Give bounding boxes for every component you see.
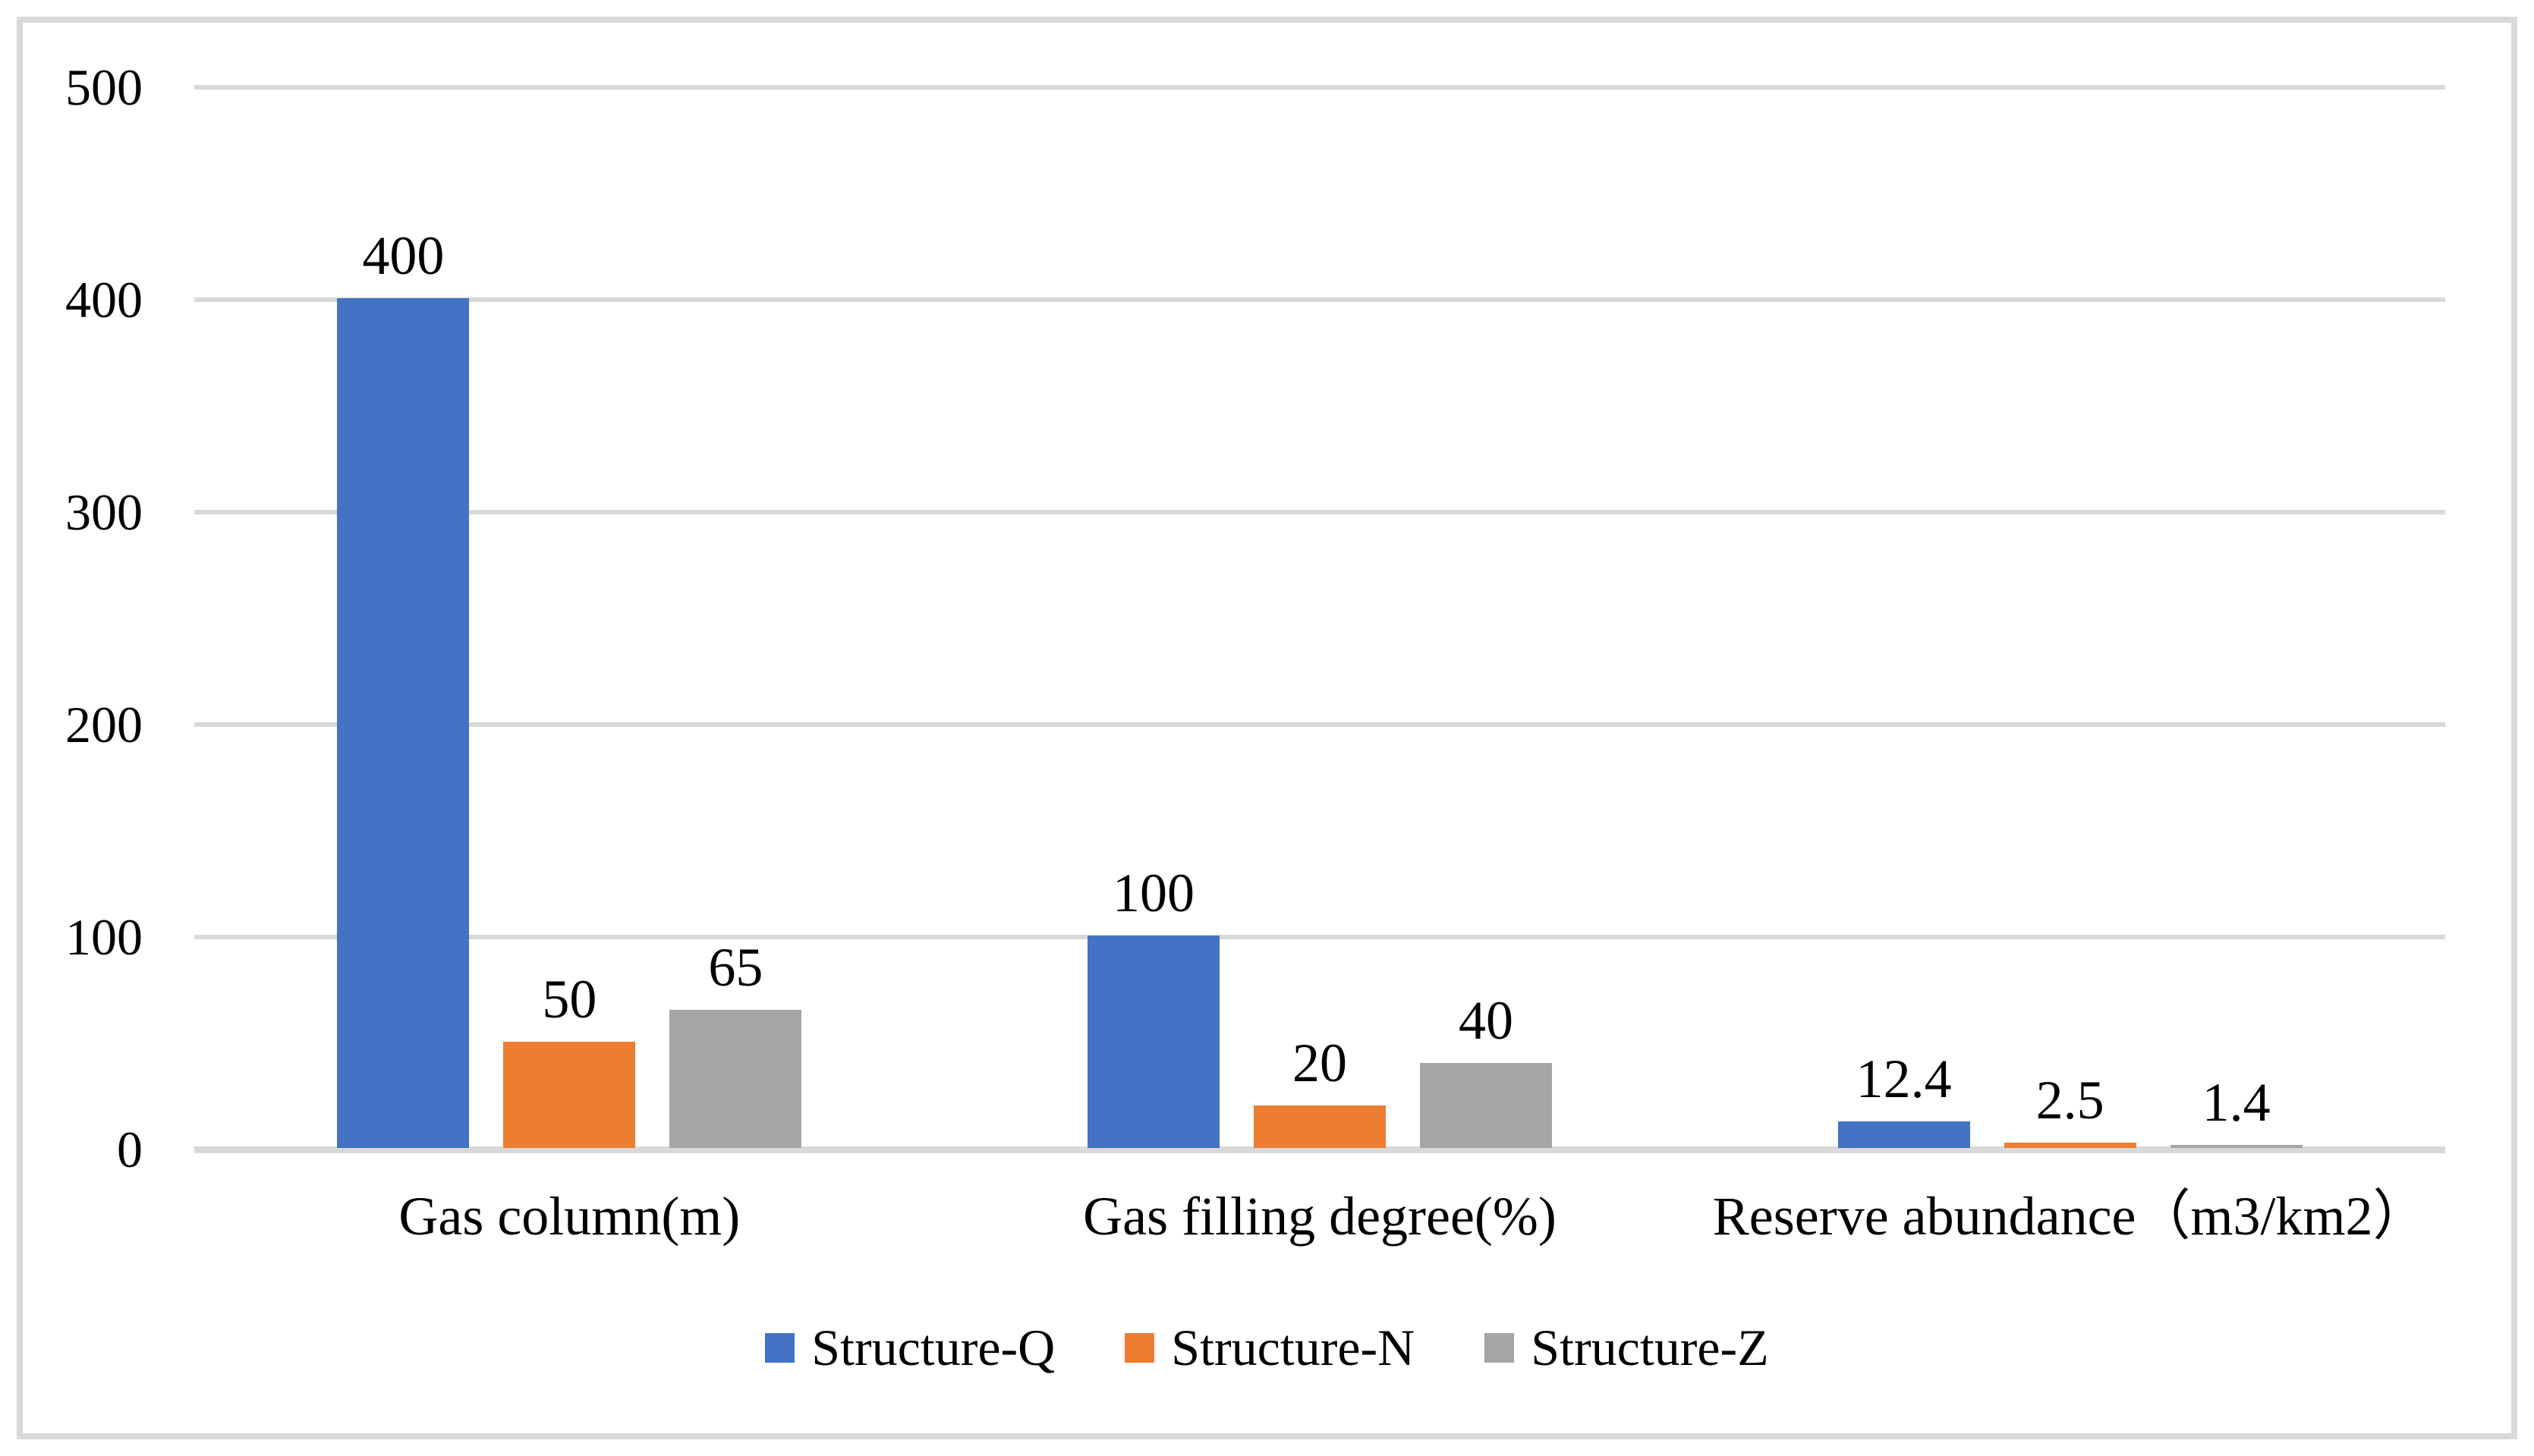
gridline [194, 935, 2445, 939]
bar [2004, 1143, 2136, 1148]
bar [503, 1042, 636, 1148]
legend-label: Structure-Z [1531, 1319, 1769, 1376]
bar [1088, 936, 1220, 1148]
legend-item: Structure-Q [765, 1322, 1055, 1373]
legend-label: Structure-N [1171, 1319, 1415, 1376]
y-tick-label: 200 [65, 696, 143, 753]
bar [1420, 1063, 1552, 1148]
gridline [194, 510, 2445, 514]
legend-swatch [765, 1332, 795, 1363]
y-tick-label: 500 [65, 58, 143, 116]
legend-swatch [1484, 1332, 1515, 1363]
chart-border-frame [17, 17, 2517, 1439]
gridline [194, 85, 2445, 90]
legend-swatch [1125, 1332, 1155, 1363]
bar [669, 1010, 802, 1148]
y-tick-label: 400 [65, 271, 143, 329]
bar-value-label: 1.4 [2202, 1072, 2271, 1134]
bar-value-label: 20 [1292, 1033, 1347, 1093]
y-tick-label: 0 [117, 1121, 143, 1178]
bar-value-label: 65 [708, 937, 763, 998]
bar-value-label: 40 [1459, 990, 1513, 1051]
bar [337, 298, 470, 1148]
gridline [194, 297, 2445, 302]
category-label: Gas filling degree(%) [1083, 1186, 1557, 1247]
gridline [194, 722, 2445, 727]
y-tick-label: 100 [65, 908, 143, 966]
legend-label: Structure-Q [811, 1319, 1056, 1376]
bar-value-label: 12.4 [1856, 1049, 1952, 1110]
x-axis-line [194, 1146, 2445, 1153]
category-label: Gas column(m) [398, 1186, 741, 1247]
bar-value-label: 400 [362, 225, 445, 286]
legend-item: Structure-N [1125, 1322, 1415, 1373]
bar-value-label: 100 [1113, 863, 1195, 923]
bar [2170, 1145, 2303, 1148]
y-tick-label: 300 [65, 483, 143, 541]
bar [1254, 1105, 1386, 1148]
legend-item: Structure-Z [1484, 1319, 1769, 1376]
category-label: Reserve abundance（m3/km2） [1712, 1186, 2428, 1247]
bar-value-label: 50 [542, 969, 597, 1030]
bar-value-label: 2.5 [2035, 1070, 2104, 1131]
bar [1837, 1121, 1970, 1148]
legend: Structure-Q Structure-N Structure-Z [0, 1322, 2534, 1373]
plot-area: 400 50 65 100 20 40 12.4 2.5 1.4 [194, 85, 2445, 1153]
